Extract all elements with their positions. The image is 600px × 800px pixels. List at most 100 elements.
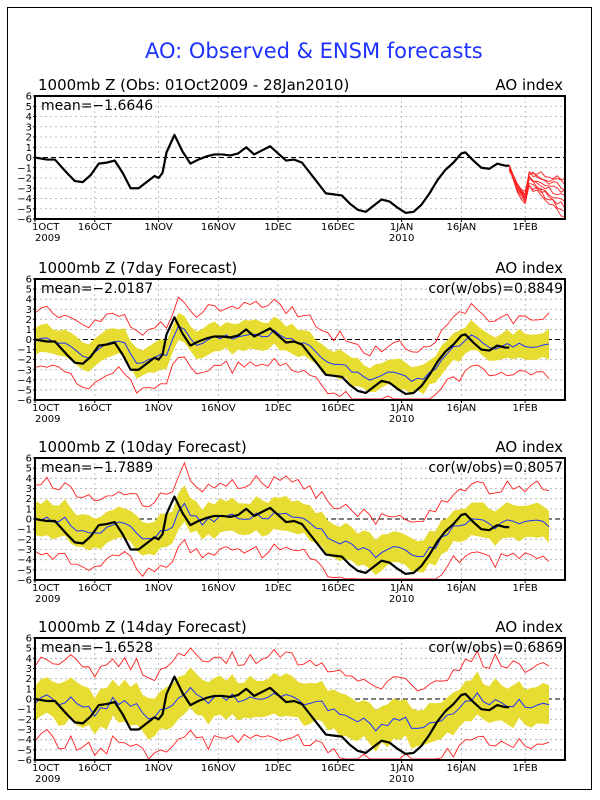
- panel-right-label: AO index: [495, 618, 563, 636]
- plot-frame: [34, 457, 566, 581]
- y-tick-label: 1: [26, 504, 32, 515]
- correlation-label: cor(w/obs)=0.8849: [428, 281, 563, 297]
- y-tick-label: 4: [26, 112, 32, 123]
- x-tick-label: 1FEB: [513, 763, 538, 774]
- y-tick-label: −5: [17, 745, 32, 756]
- y-tick-label: 0: [26, 153, 32, 164]
- y-tick-label: 3: [26, 122, 32, 133]
- y-tick-label: −5: [17, 565, 32, 576]
- x-tick-label: 1NOV: [144, 763, 173, 774]
- ensemble-member-line: [508, 169, 566, 192]
- y-tick-label: 4: [26, 474, 32, 485]
- y-tick-label: 3: [26, 305, 32, 316]
- x-tick-label: 16NOV: [201, 583, 236, 594]
- x-tick-label: 16JAN: [446, 763, 476, 774]
- x-tick-year: 2010: [389, 414, 414, 425]
- y-tick-label: 1: [26, 325, 32, 336]
- spread-band: [35, 485, 550, 575]
- x-tick-label: 16DEC: [321, 763, 355, 774]
- mean-label: mean=−1.7889: [41, 460, 153, 476]
- panel-title: 1000mb Z (7day Forecast): [38, 259, 237, 277]
- y-tick-label: 6: [26, 634, 32, 645]
- x-tick-label: 1JAN: [390, 222, 413, 233]
- y-tick-label: 2: [26, 674, 32, 685]
- x-tick-label: 16JAN: [446, 403, 476, 414]
- panel-title: 1000mb Z (10day Forecast): [38, 438, 247, 456]
- observed-line: [34, 133, 510, 214]
- x-tick-label: 1NOV: [144, 583, 173, 594]
- x-tick-label: 1OCT: [32, 403, 60, 414]
- y-tick-label: −6: [17, 576, 32, 587]
- x-tick-label: 1OCT: [32, 583, 60, 594]
- y-tick-label: −1: [17, 525, 32, 536]
- max-line: [34, 296, 550, 357]
- y-tick-label: −2: [17, 355, 32, 366]
- y-tick-label: 6: [26, 275, 32, 286]
- x-tick-label: 1FEB: [513, 403, 538, 414]
- panel-right-label: AO index: [495, 259, 563, 277]
- page-title: AO: Observed & ENSM forecasts: [145, 39, 483, 63]
- ensemble-mean-line: [34, 502, 550, 559]
- y-tick-label: −2: [17, 535, 32, 546]
- x-tick-label: 1FEB: [513, 583, 538, 594]
- max-line: [34, 461, 550, 526]
- x-tick-label: 16DEC: [321, 403, 355, 414]
- x-tick-year: 2010: [389, 774, 414, 785]
- y-tick-label: 0: [26, 695, 32, 706]
- plot-frame: [34, 637, 566, 761]
- x-tick-label: 16NOV: [201, 222, 236, 233]
- x-tick-label: 16OCT: [78, 403, 113, 414]
- spread-band: [35, 312, 550, 396]
- x-tick-label: 16OCT: [78, 583, 113, 594]
- x-tick-label: 16DEC: [321, 583, 355, 594]
- panel-1: 1000mb Z (Obs: 01Oct2009 - 28Jan2010) AO …: [17, 76, 566, 244]
- y-tick-label: −5: [17, 204, 32, 215]
- ensemble-mean-line: [34, 325, 550, 382]
- observed-line: [34, 316, 510, 396]
- x-tick-label: 1OCT: [32, 222, 60, 233]
- ensemble-mean-line: [34, 686, 550, 732]
- ensemble-member-line: [508, 165, 566, 202]
- x-tick-label: 1DEC: [264, 222, 291, 233]
- observed-line: [34, 495, 510, 576]
- y-tick-label: 0: [26, 335, 32, 346]
- y-tick-label: −6: [17, 396, 32, 407]
- x-tick-label: 16NOV: [201, 403, 236, 414]
- y-tick-label: 6: [26, 92, 32, 103]
- min-line: [34, 538, 550, 580]
- y-tick-label: −1: [17, 705, 32, 716]
- x-tick-year: 2009: [35, 594, 60, 605]
- panel-4: 1000mb Z (14day Forecast) AO index−6−5−4−…: [17, 618, 566, 785]
- x-tick-year: 2010: [389, 233, 414, 244]
- ensemble-member-line: [508, 167, 566, 218]
- y-tick-label: −5: [17, 385, 32, 396]
- y-tick-label: −3: [17, 725, 32, 736]
- x-tick-label: 1JAN: [390, 403, 413, 414]
- y-tick-label: 0: [26, 515, 32, 526]
- x-tick-label: 1JAN: [390, 583, 413, 594]
- x-tick-label: 16JAN: [446, 583, 476, 594]
- correlation-label: cor(w/obs)=0.6869: [428, 640, 563, 656]
- y-tick-label: −6: [17, 215, 32, 226]
- max-line: [34, 647, 550, 692]
- panel-right-label: AO index: [495, 438, 563, 456]
- x-tick-label: 1NOV: [144, 222, 173, 233]
- x-tick-label: 16NOV: [201, 763, 236, 774]
- y-tick-label: −6: [17, 756, 32, 767]
- y-tick-label: 5: [26, 464, 32, 475]
- ensemble-member-line: [508, 167, 566, 196]
- mean-label: mean=−1.6528: [41, 640, 153, 656]
- x-tick-label: 1DEC: [264, 583, 291, 594]
- y-tick-label: −4: [17, 555, 32, 566]
- mean-label: mean=−2.0187: [41, 281, 153, 297]
- y-tick-label: −2: [17, 715, 32, 726]
- y-tick-label: −3: [17, 545, 32, 556]
- y-tick-label: 4: [26, 654, 32, 665]
- y-tick-label: 2: [26, 133, 32, 144]
- panel-2: 1000mb Z (7day Forecast) AO index −6−5−4−3…: [17, 259, 566, 425]
- x-tick-label: 16JAN: [446, 222, 476, 233]
- panel-title: 1000mb Z (Obs: 01Oct2009 - 28Jan2010): [38, 76, 349, 94]
- spread-band: [35, 667, 550, 752]
- y-tick-label: 2: [26, 494, 32, 505]
- y-tick-label: −1: [17, 345, 32, 356]
